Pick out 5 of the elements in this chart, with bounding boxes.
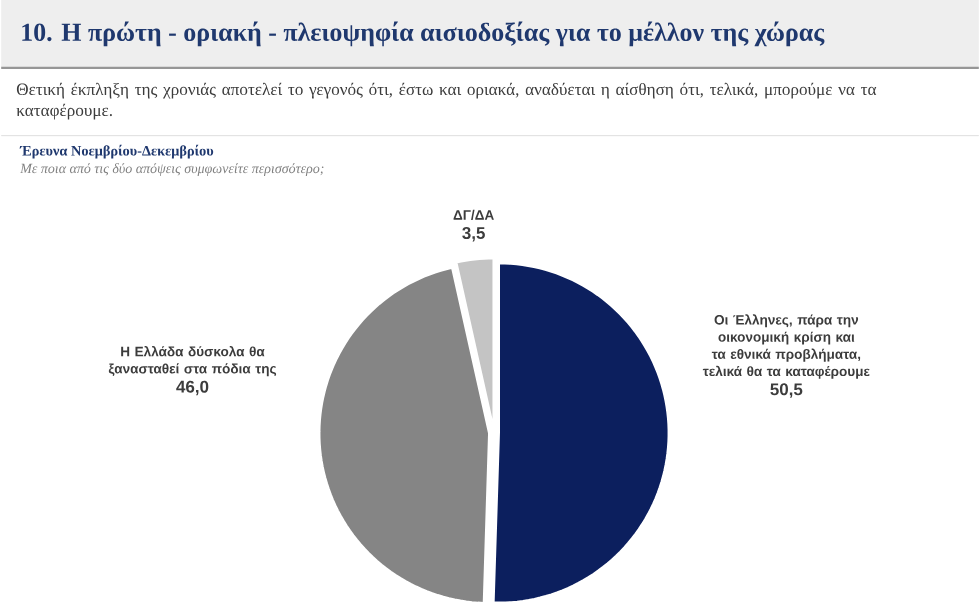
- data-label: 3,5: [462, 227, 485, 242]
- chart-title: 10. Η πρώτη - οριακή - πλειοψηφία αισιοδοξίας για το μέλλον της χώρας: [22, 21, 825, 47]
- chart-subtitle: Θετική έκπληξη της χρονιάς αποτελεί το γεγονός ότι, έστω και οριακά, αναδύεται η αίσθηση ότι, τελικά, μπορούμε να τα καταφέρουμε.: [16, 82, 877, 120]
- data-label: 46,0: [176, 380, 209, 396]
- data-label: 50,5: [770, 383, 803, 398]
